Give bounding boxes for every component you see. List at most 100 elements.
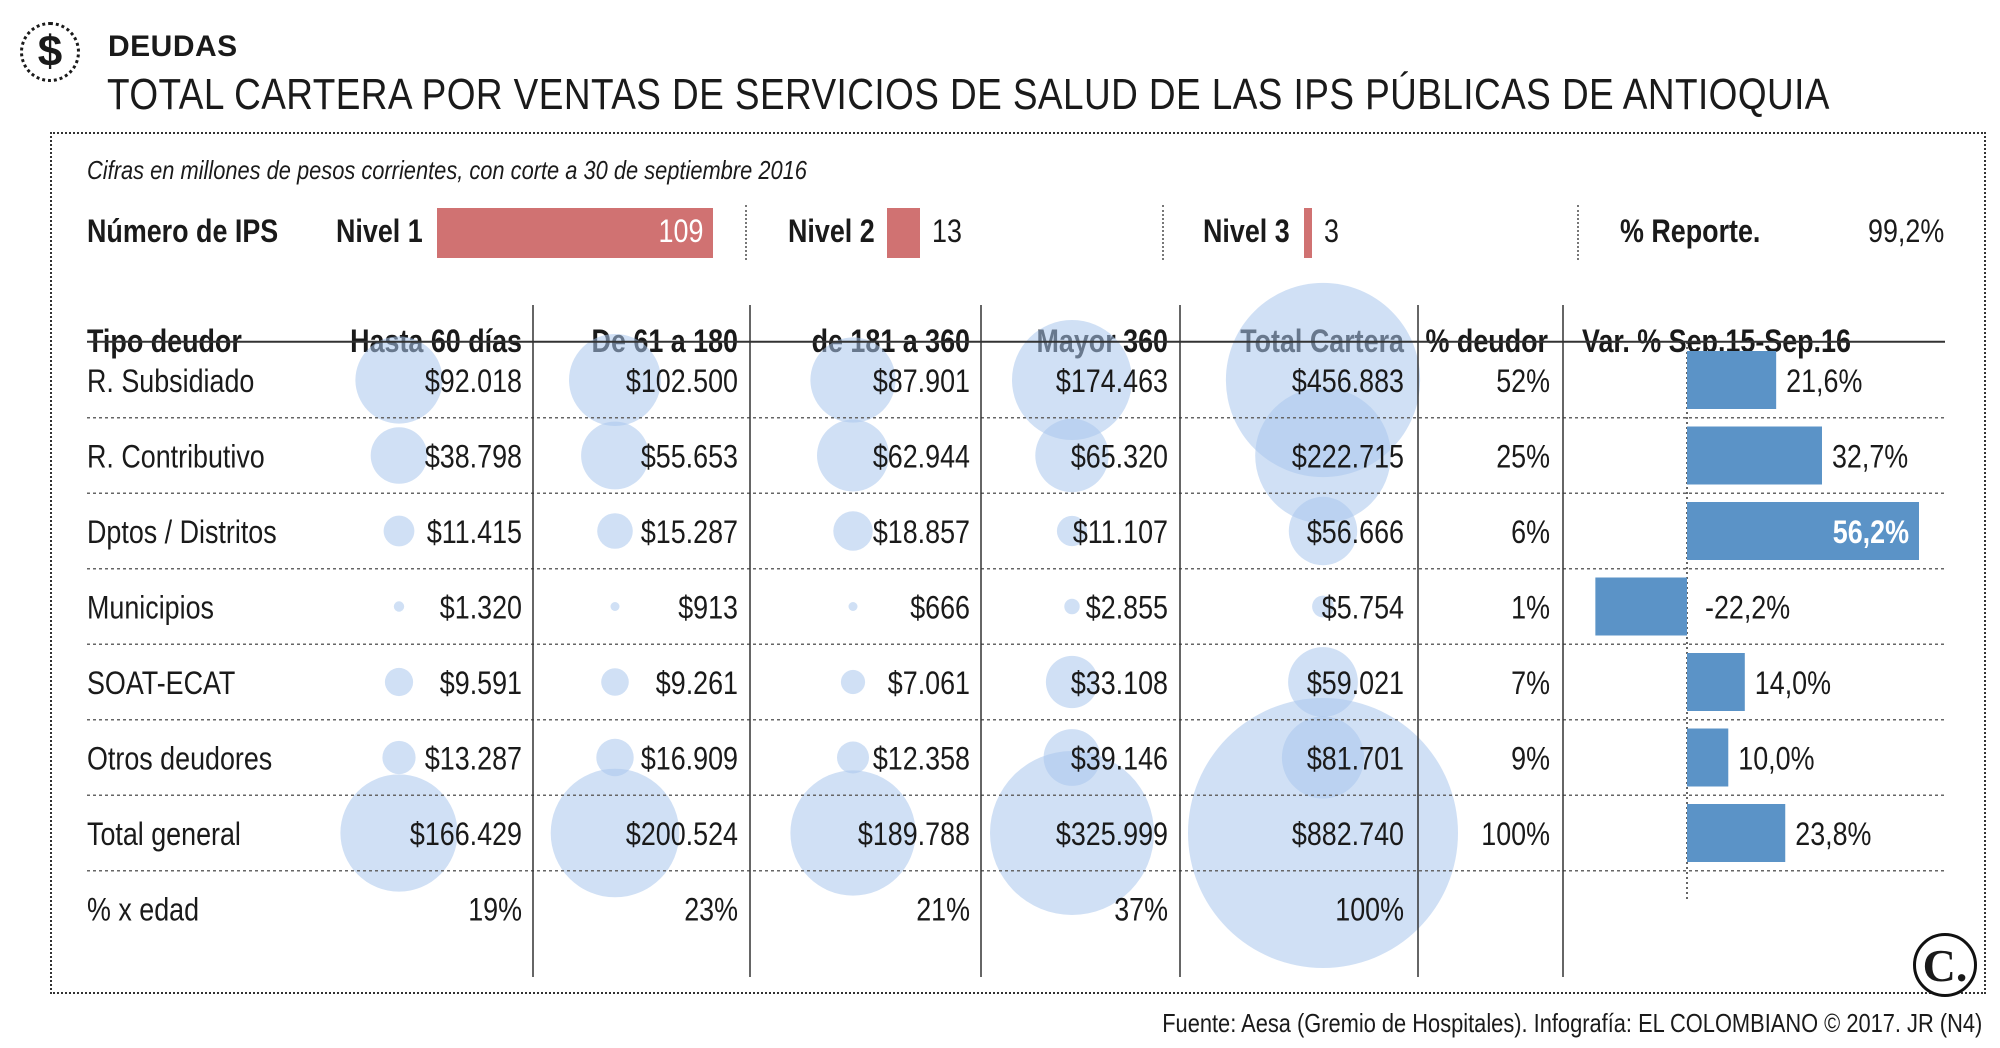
var-bar-0 [1687,351,1777,409]
cell-r6-c3-group: $325.999 [1056,817,1168,853]
var-label-2: 56,2% [1833,515,1909,551]
report-value: 99,2% [1868,213,1945,249]
cell-r3-c0-group: $1.320 [440,590,522,626]
var-bar-3 [1595,577,1687,636]
nivel1-value: 109 [658,213,703,249]
cell-r5-c4-group: $81.701 [1307,741,1404,777]
pct-deudor-3-group: 1% [1511,590,1550,626]
cell-r6-c1: $200.524 [626,817,738,853]
bubble-r2-c4 [1288,496,1358,566]
cell-r1-c3: $65.320 [1071,439,1168,475]
cell-r3-c2-group: $666 [910,590,970,626]
bubble-r6-c3 [990,751,1154,915]
cell-r2-c1-group: $15.287 [641,515,738,551]
cell-r0-c4-group: $456.883 [1292,364,1404,400]
ips-count-label: Número de IPS [87,213,279,249]
nivel1-bar [437,208,713,258]
var-label-6-group: 23,8% [1795,817,1871,853]
cell-r5-c2: $12.358 [873,741,970,777]
chart-subtitle: Cifras en millones de pesos corrientes, … [87,155,807,185]
el-colombiano-logo: C. [1913,933,1977,997]
cell-r0-c2: $87.901 [873,364,970,400]
cell-r0-c4: $456.883 [1292,364,1404,400]
cell-r0-c3: $174.463 [1056,364,1168,400]
var-label-4-group: 14,0% [1755,666,1831,702]
var-label-5-group: 10,0% [1738,741,1814,777]
bubble-r3-c1 [610,602,620,611]
cell-r6-c2: $189.788 [858,817,970,853]
report-label: % Reporte. [1620,213,1761,249]
cell-r3-c3-group: $2.855 [1086,590,1168,626]
var-label-1-group: 32,7% [1832,439,1908,475]
age-cell-0: 19% [468,892,522,928]
cell-r2-c1: $15.287 [641,515,738,551]
cell-r4-c2-group: $7.061 [888,666,970,702]
cell-r6-c4: $882.740 [1292,817,1404,853]
bubble-r5-c2 [837,741,869,774]
row-label-2-group: Dptos / Distritos [87,515,277,551]
var-label-3: -22,2% [1705,590,1790,626]
bubble-r5-c0 [382,740,416,775]
cell-r0-c1-group: $102.500 [626,364,738,400]
row-label-2: Dptos / Distritos [87,515,277,551]
cell-r0-c1: $102.500 [626,364,738,400]
bubble-r1-c2 [817,419,889,492]
cell-r2-c3: $11.107 [1073,515,1168,551]
cell-r1-c0-group: $38.798 [425,439,522,475]
cell-r3-c0: $1.320 [440,590,522,626]
cell-r0-c2-group: $87.901 [873,364,970,400]
row-label-6-group: Total general [87,817,241,853]
cell-r6-c2-group: $189.788 [858,817,970,853]
row-label-6: Total general [87,817,241,853]
cell-r3-c2: $666 [910,590,970,626]
bubble-r2-c2 [833,511,873,551]
pct-deudor-0-group: 52% [1496,364,1550,400]
cell-r5-c1-group: $16.909 [641,741,738,777]
bubble-r4-c0 [384,667,414,697]
bubble-r0-c1 [569,334,661,426]
nivel3-bar [1304,208,1312,258]
cell-r2-c2: $18.857 [873,515,970,551]
age-cell-4-group: 100% [1335,892,1404,928]
cell-r4-c0: $9.591 [440,666,522,702]
var-bar-2 [1687,502,1919,560]
nivel3-label: Nivel 3 [1203,213,1290,249]
cell-r4-c3: $33.108 [1071,666,1168,702]
cell-r6-c3: $325.999 [1056,817,1168,853]
pct-deudor-6-group: 100% [1481,817,1550,853]
cell-r1-c1: $55.653 [641,439,738,475]
cell-r3-c3: $2.855 [1086,590,1168,626]
nivel3-value: 3 [1323,213,1339,249]
row-label-5-group: Otros deudores [87,741,272,777]
chart-title: TOTAL CARTERA POR VENTAS DE SERVICIOS DE… [107,70,1830,119]
var-bar-5 [1687,728,1729,787]
age-cell-4: 100% [1335,892,1404,928]
row-label-3-group: Municipios [87,590,214,626]
nivel2-label: Nivel 2 [788,213,875,249]
bubble-r4-c2 [840,669,866,695]
pct-deudor-6: 100% [1481,817,1550,853]
dollar-icon: $ [20,22,80,82]
cell-r3-c1-group: $913 [678,590,738,626]
var-label-4: 14,0% [1755,666,1831,702]
bubble-r2-c0 [383,515,415,547]
var-label-6: 23,8% [1795,817,1871,853]
cell-r4-c4: $59.021 [1307,666,1404,702]
cell-r2-c0-group: $11.415 [427,515,522,551]
bubble-r2-c1 [597,513,633,549]
age-row-label: % x edad [87,892,199,928]
pct-deudor-1-group: 25% [1496,439,1550,475]
pct-deudor-2-group: 6% [1511,515,1550,551]
row-label-1: R. Contributivo [87,439,265,475]
pct-deudor-4-group: 7% [1511,666,1550,702]
bubble-r2-c3 [1056,515,1088,547]
cell-r6-c4-group: $882.740 [1292,817,1404,853]
cell-r1-c3-group: $65.320 [1071,439,1168,475]
var-label-2-group: 56,2% [1833,515,1909,551]
row-label-3: Municipios [87,590,214,626]
cell-r6-c0-group: $166.429 [410,817,522,853]
cell-r5-c3-group: $39.146 [1071,741,1168,777]
var-label-0-group: 21,6% [1786,364,1862,400]
cell-r4-c1: $9.261 [656,666,738,702]
